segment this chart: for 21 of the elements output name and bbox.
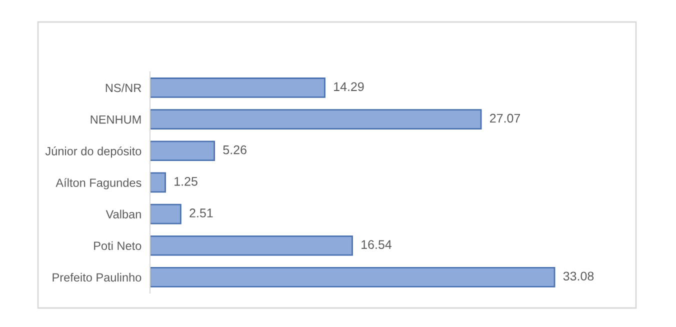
bar bbox=[150, 172, 166, 193]
data-label: 5.26 bbox=[223, 145, 246, 154]
bar bbox=[150, 204, 182, 224]
y-tick-label: NENHUM bbox=[90, 115, 141, 124]
bar bbox=[150, 140, 216, 162]
data-label: 14.29 bbox=[334, 82, 364, 92]
y-tick-label: NS/NR bbox=[106, 83, 142, 92]
bar bbox=[150, 235, 353, 256]
data-label: 33.08 bbox=[563, 272, 594, 281]
bar bbox=[150, 78, 326, 98]
data-label: 16.54 bbox=[362, 240, 392, 249]
bar bbox=[150, 267, 556, 288]
data-label: 2.51 bbox=[190, 208, 213, 218]
y-tick-label: Júnior do depósito bbox=[45, 146, 142, 158]
y-tick-label: Poti Neto bbox=[94, 241, 142, 250]
y-tick-label: Prefeito Paulinho bbox=[52, 272, 142, 282]
y-tick-label: Aílton Fagundes bbox=[56, 178, 142, 190]
y-tick-label: Valban bbox=[106, 210, 141, 218]
data-label: 1.25 bbox=[174, 176, 198, 186]
data-label: 27.07 bbox=[490, 114, 520, 123]
bar bbox=[150, 109, 482, 130]
